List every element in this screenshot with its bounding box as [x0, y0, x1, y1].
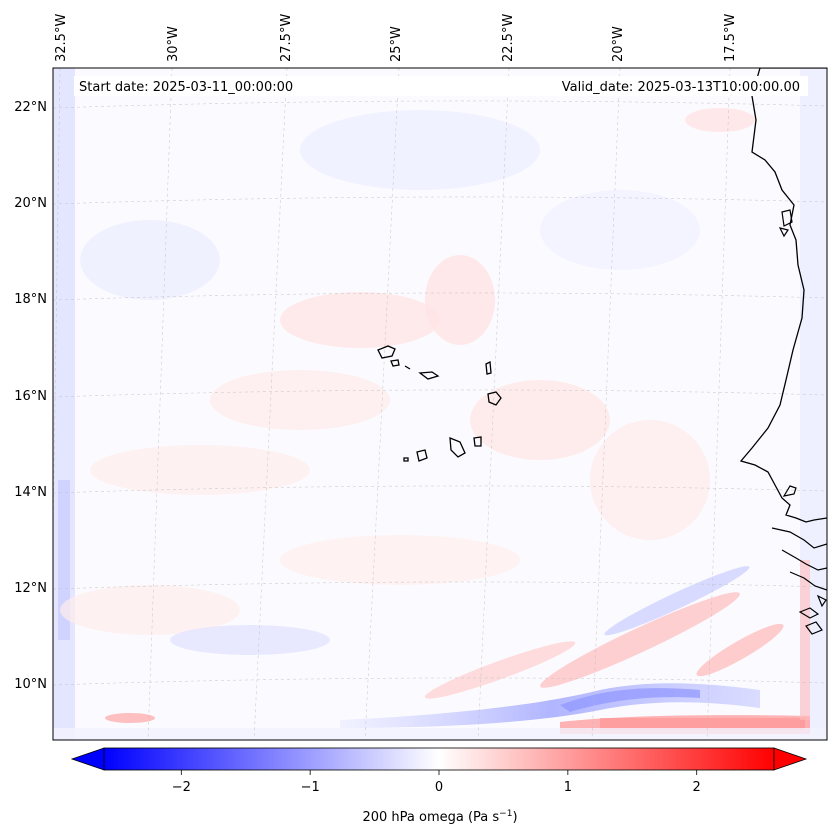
lon-label: 32.5°W: [54, 14, 69, 62]
colorbar-tick-label: 2: [693, 780, 701, 795]
lon-label: 25°W: [389, 26, 404, 62]
header-box: [74, 76, 808, 96]
field-blue-patch: [300, 110, 540, 190]
lat-label: 10°N: [14, 677, 47, 692]
lon-label: 22.5°W: [501, 14, 516, 62]
colorbar-label: 200 hPa omega (Pa s−1): [362, 809, 517, 825]
cape-verde-islands: [377, 345, 502, 462]
lat-label: 12°N: [14, 581, 47, 596]
lon-label: 20°W: [611, 26, 626, 62]
valid-date: Valid_date: 2025-03-13T10:00:00.00: [562, 80, 800, 95]
lon-label: 30°W: [166, 26, 181, 62]
colorbar-ticks: −2 −1 0 1 2: [172, 770, 701, 795]
colorbar-tick-label: 1: [564, 780, 572, 795]
colorbar-left-extend: [70, 747, 105, 771]
africa-coastline: [739, 68, 827, 523]
lat-label: 14°N: [14, 485, 47, 500]
lon-label: 27.5°W: [279, 14, 294, 62]
lat-label: 18°N: [14, 292, 47, 307]
field-red-patch: [280, 292, 440, 348]
colorbar-tick-label: −2: [172, 780, 191, 795]
lon-label: 17.5°W: [723, 14, 738, 62]
start-date: Start date: 2025-03-11_00:00:00: [79, 80, 293, 95]
colorbar: −2 −1 0 1 2 200 hPa omega (Pa s−1): [70, 747, 808, 825]
latitude-labels: 22°N 20°N 18°N 16°N 14°N 12°N 10°N: [14, 100, 47, 692]
colorbar-tick-label: 0: [435, 780, 443, 795]
colorbar-right-extend: [773, 747, 808, 771]
colorbar-bar: [103, 747, 775, 771]
lat-label: 22°N: [14, 100, 47, 115]
lat-label: 20°N: [14, 196, 47, 211]
omega-field: [53, 68, 827, 740]
lat-label: 16°N: [14, 389, 47, 404]
colorbar-tick-label: −1: [301, 780, 320, 795]
map-frame: [52, 67, 828, 741]
longitude-labels: 32.5°W 30°W 27.5°W 25°W 22.5°W 20°W 17.5…: [54, 14, 738, 62]
